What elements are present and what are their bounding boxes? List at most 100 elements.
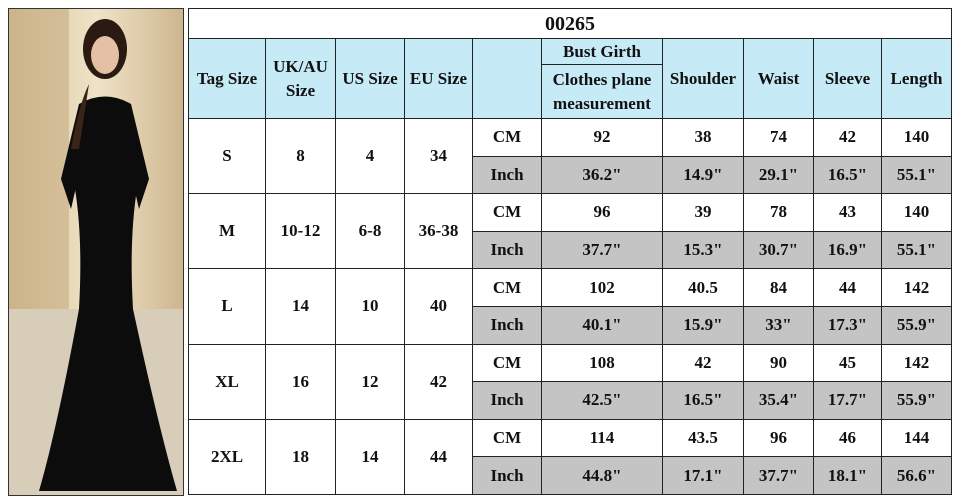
unit-cell: Inch [472,381,542,420]
measure-cell: 39 [662,193,744,232]
measure-cell: 37.7" [743,456,814,495]
measure-cell: 78 [743,193,814,232]
size-cell: 18 [265,418,336,496]
size-cell: M [188,193,266,270]
measure-cell: 30.7" [743,230,814,270]
header-cell: Tag Size [188,38,266,119]
measure-cell: 90 [743,343,814,383]
header-cell: Waist [743,38,814,119]
size-cell: 10 [335,268,405,345]
measure-cell: 140 [880,193,953,232]
header-cell: Sleeve [813,38,882,119]
size-cell: 10-12 [265,193,336,270]
measure-cell: 18.1" [813,456,882,495]
measure-cell: 102 [541,268,663,307]
unit-cell: CM [472,118,542,157]
measure-cell: 92 [541,118,663,157]
measure-cell: 43.5 [662,418,744,458]
measure-cell: 56.6" [880,456,953,495]
size-cell: 14 [265,268,336,345]
measure-cell: 15.3" [662,230,744,270]
measure-cell: 55.1" [880,155,953,195]
size-cell: 16 [265,343,336,420]
measure-cell: 55.1" [880,230,953,270]
measure-cell: 16.5" [662,381,744,420]
measure-cell: 35.4" [743,381,814,420]
measure-cell: 40.1" [541,305,663,345]
measure-cell: 16.9" [813,230,882,270]
measure-cell: 96 [541,193,663,232]
header-cell: UK/AU Size [265,38,336,119]
measure-cell: 140 [880,118,953,157]
size-row: Inch 44.8" 17.1" 37.7" 18.1" 56.6" [189,456,953,495]
size-row: 2XL 18 14 44 CM 114 43.5 96 46 144 [188,418,953,496]
unit-cell: CM [472,193,542,232]
measure-cell: 44.8" [541,456,663,495]
measure-cell: 108 [541,343,663,383]
header-cell-empty [472,38,542,119]
size-cell: 12 [335,343,405,420]
measure-cell: 38 [662,118,744,157]
size-row: Inch 40.1" 15.9" 33" 17.3" 55.9" [189,305,953,345]
size-cell: 34 [404,117,473,195]
measure-cell: 45 [813,343,882,383]
measure-cell: 17.1" [662,456,744,495]
measure-cell: 42.5" [541,381,663,420]
measure-cell: 42 [662,343,744,383]
size-row: M 10-12 6-8 36-38 CM 96 39 78 43 140 [188,193,953,270]
size-row: L 14 10 40 CM 102 40.5 84 44 142 [188,268,953,345]
measure-cell: 42 [813,118,882,157]
product-photo [8,8,184,496]
size-cell: 14 [335,418,405,496]
measure-cell: 74 [743,118,814,157]
size-row: S 8 4 34 CM 92 38 74 42 140 [188,117,953,195]
photo-art [9,9,183,495]
size-cell: 40 [404,268,473,345]
unit-cell: Inch [472,155,542,195]
measure-cell: 144 [880,418,953,458]
header-cell: EU Size [404,38,473,119]
measure-cell: 29.1" [743,155,814,195]
size-row: Inch 42.5" 16.5" 35.4" 17.7" 55.9" [189,381,953,420]
size-cell: 36-38 [404,193,473,270]
size-row: Inch 36.2" 14.9" 29.1" 16.5" 55.1" [189,155,953,195]
measure-cell: 17.3" [813,305,882,345]
unit-cell: Inch [472,230,542,270]
measure-cell: 16.5" [813,155,882,195]
size-cell: XL [188,343,266,420]
measure-cell: 142 [880,343,953,383]
measure-cell: 40.5 [662,268,744,307]
header-cell: US Size [335,38,405,119]
measure-cell: 44 [813,268,882,307]
size-cell: 6-8 [335,193,405,270]
table-title: 00265 [187,8,953,39]
measure-cell: 36.2" [541,155,663,195]
measure-cell: 114 [541,418,663,458]
measure-cell: 43 [813,193,882,232]
size-cell: 2XL [188,418,266,496]
size-cell: S [188,117,266,195]
unit-cell: CM [472,343,542,383]
size-cell: 4 [335,117,405,195]
unit-cell: Inch [472,456,542,495]
measure-cell: 15.9" [662,305,744,345]
measure-cell: 33" [743,305,814,345]
measure-cell: 55.9" [880,305,953,345]
size-cell: 42 [404,343,473,420]
measure-cell: 46 [813,418,882,458]
measure-cell: 84 [743,268,814,307]
header-cell: Shoulder [662,38,744,119]
measure-cell: 142 [880,268,953,307]
measure-cell: 17.7" [813,381,882,420]
size-table: 00265 Tag Size UK/AU Size US Size EU Siz… [187,8,953,496]
unit-cell: CM [472,418,542,458]
measure-cell: 37.7" [541,230,663,270]
header-cell: Bust Girth [541,38,663,65]
measure-cell: 14.9" [662,155,744,195]
measure-cell: 96 [743,418,814,458]
size-cell: 8 [265,117,336,195]
size-cell: 44 [404,418,473,496]
header-cell: Clothes plane measurement [541,64,663,119]
size-row: XL 16 12 42 CM 108 42 90 45 142 [188,343,953,420]
